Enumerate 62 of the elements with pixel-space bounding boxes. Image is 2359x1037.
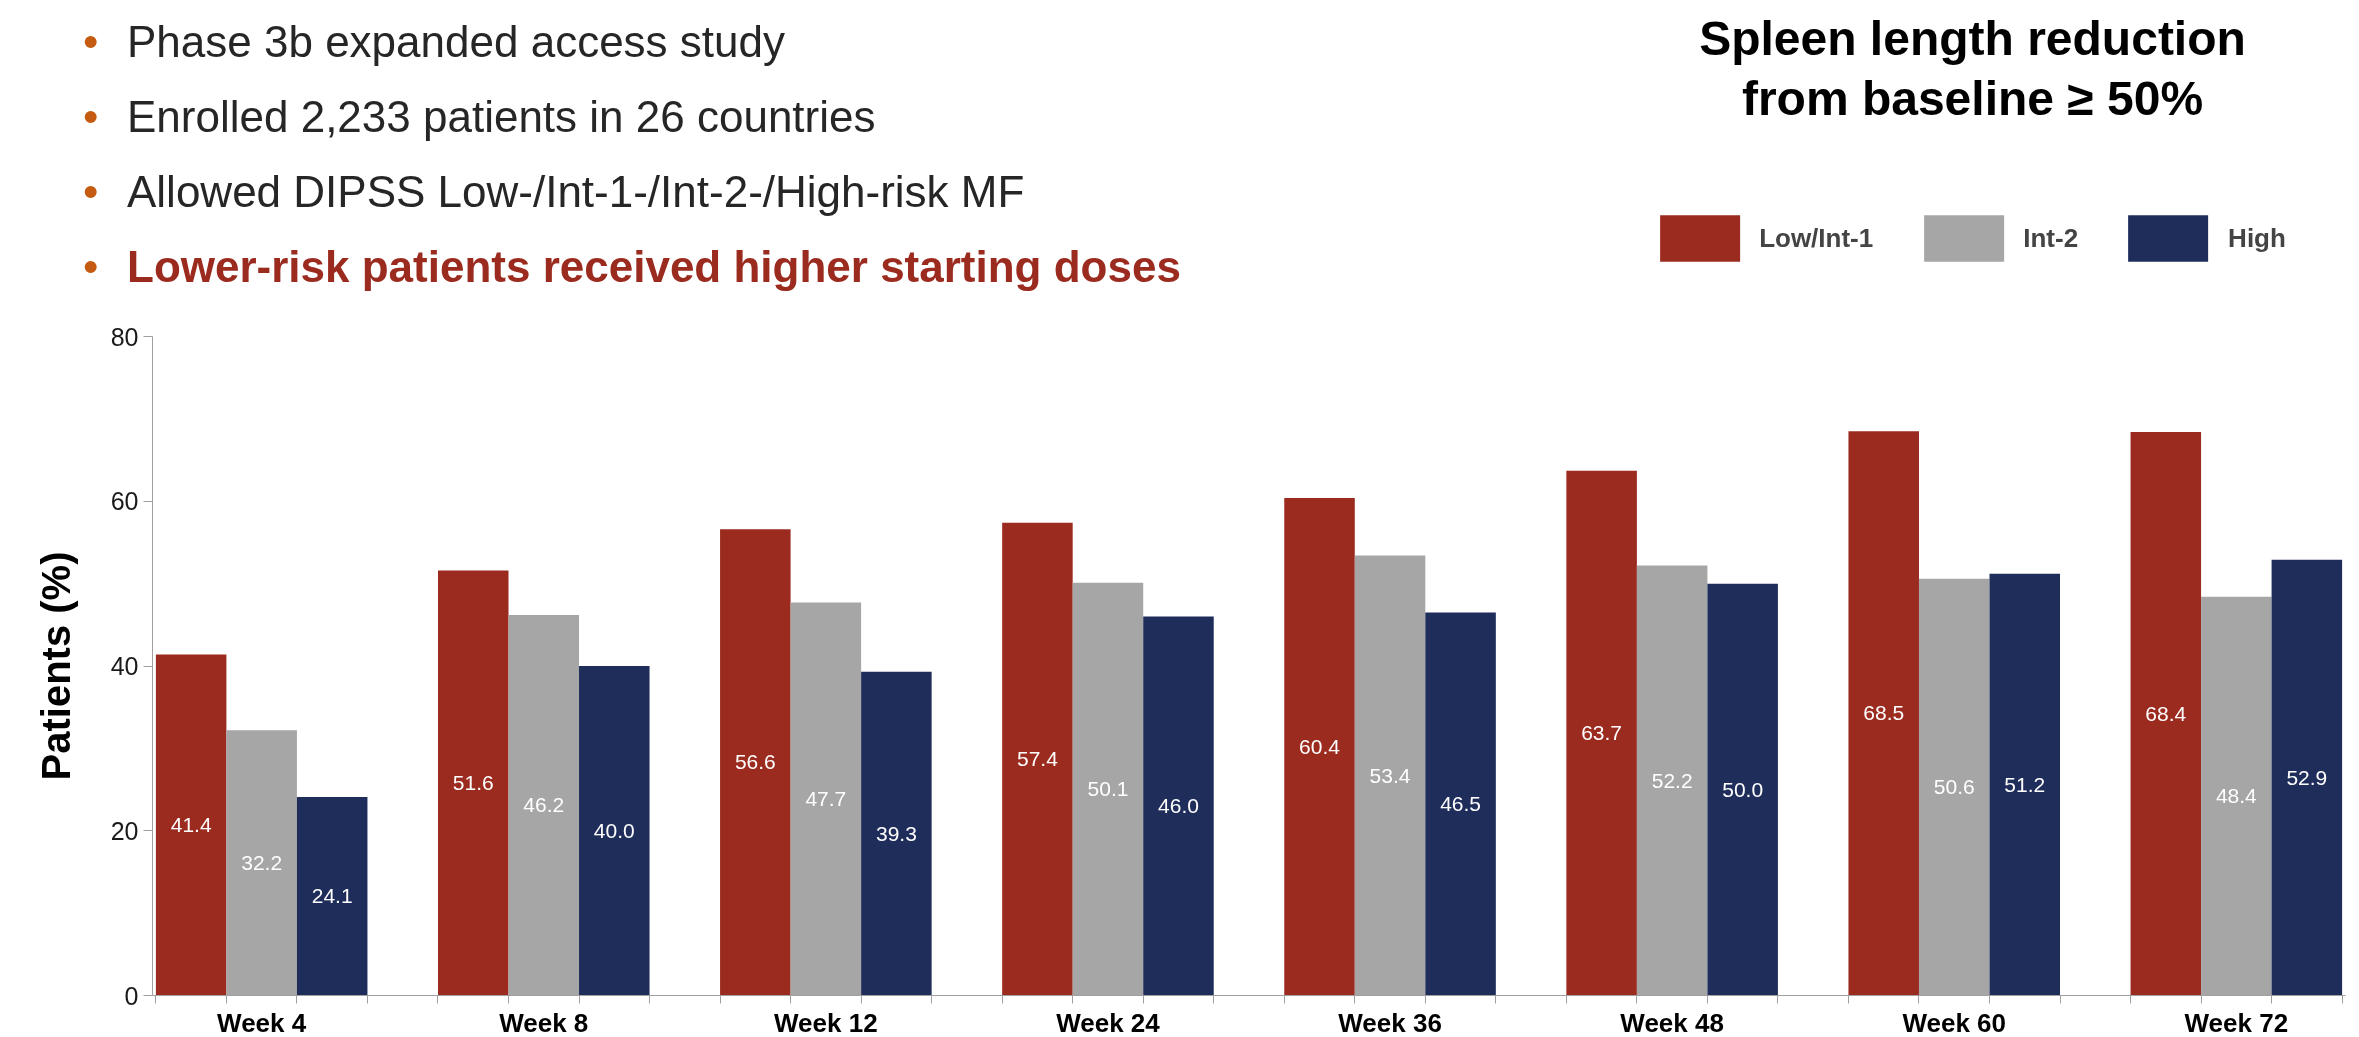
data-label: 52.9 [2286,765,2328,789]
x-tick-label: Week 60 [1902,1007,2007,1037]
data-label: 46.0 [1158,794,1199,818]
bar [155,654,227,996]
bar [2271,559,2343,996]
bar [720,529,791,996]
data-label: 39.3 [875,821,917,845]
bar [1848,431,1919,996]
data-label: 68.4 [2145,701,2187,725]
data-label: 57.4 [1016,747,1059,771]
data-label: 32.2 [241,850,283,874]
text: • Lower-risk patients received higher starting doses [83,241,1181,293]
data-label: 48.4 [2215,784,2258,808]
data-label: 50.0 [1722,777,1764,801]
bar [861,671,932,996]
data-label: 56.6 [734,750,776,774]
y-tick-label: 80 [110,322,139,351]
x-tick-label: Week 36 [1338,1007,1442,1037]
legend-label: Int-2 [2023,222,2079,254]
x-tick-label: Week 4 [217,1007,307,1037]
y-tick-label: 40 [110,652,139,680]
data-label: 47.7 [805,787,847,811]
data-label: 50.1 [1087,777,1129,801]
chart-title: Spleen length reduction from baseline ≥ 50% [1698,11,2247,127]
bar [1707,583,1778,996]
text: • Phase 3b expanded access study [83,16,786,68]
data-label: 63.7 [1581,721,1623,745]
data-label: 51.2 [2004,772,2046,796]
bar [437,570,509,996]
legend-label: Low/Int-1 [1759,222,1874,254]
bar [296,796,368,996]
bar [579,666,650,996]
y-tick-label: 20 [110,816,139,845]
data-label: 46.5 [1440,791,1482,815]
bar [1425,612,1496,996]
y-tick-label: 0 [124,981,139,1010]
x-tick-label: Week 8 [499,1007,589,1037]
data-label: 24.1 [311,884,353,908]
y-tick-label: 60 [110,487,139,516]
x-tick-label: Week 48 [1620,1007,1724,1037]
bar [1566,470,1637,996]
bar [1002,522,1073,996]
data-label: 41.4 [170,812,212,836]
data-label: 53.4 [1369,763,1411,787]
x-tick-label: Week 24 [1056,1007,1161,1037]
x-tick-label: Week 72 [2184,1007,2289,1037]
data-label: 68.5 [1863,701,1905,725]
bar [1989,573,2061,996]
data-label: 46.2 [523,793,565,817]
data-label: 52.2 [1651,768,1693,792]
y-axis-title: Patients (%) [33,551,78,781]
bar [1284,497,1355,996]
bar [1143,616,1214,996]
text: • Enrolled 2,233 patients in 26 countries [83,91,876,143]
x-tick-label: Week 12 [774,1007,878,1037]
data-label: 51.6 [452,770,494,794]
data-label: 50.6 [1933,775,1975,799]
bar [2130,432,2202,996]
legend-label: High [2228,222,2286,254]
data-label: 40.0 [593,818,635,842]
data-label: 60.4 [1299,734,1341,758]
text: • Allowed DIPSS Low-/Int-1-/Int-2-/High-risk MF [83,166,1025,218]
